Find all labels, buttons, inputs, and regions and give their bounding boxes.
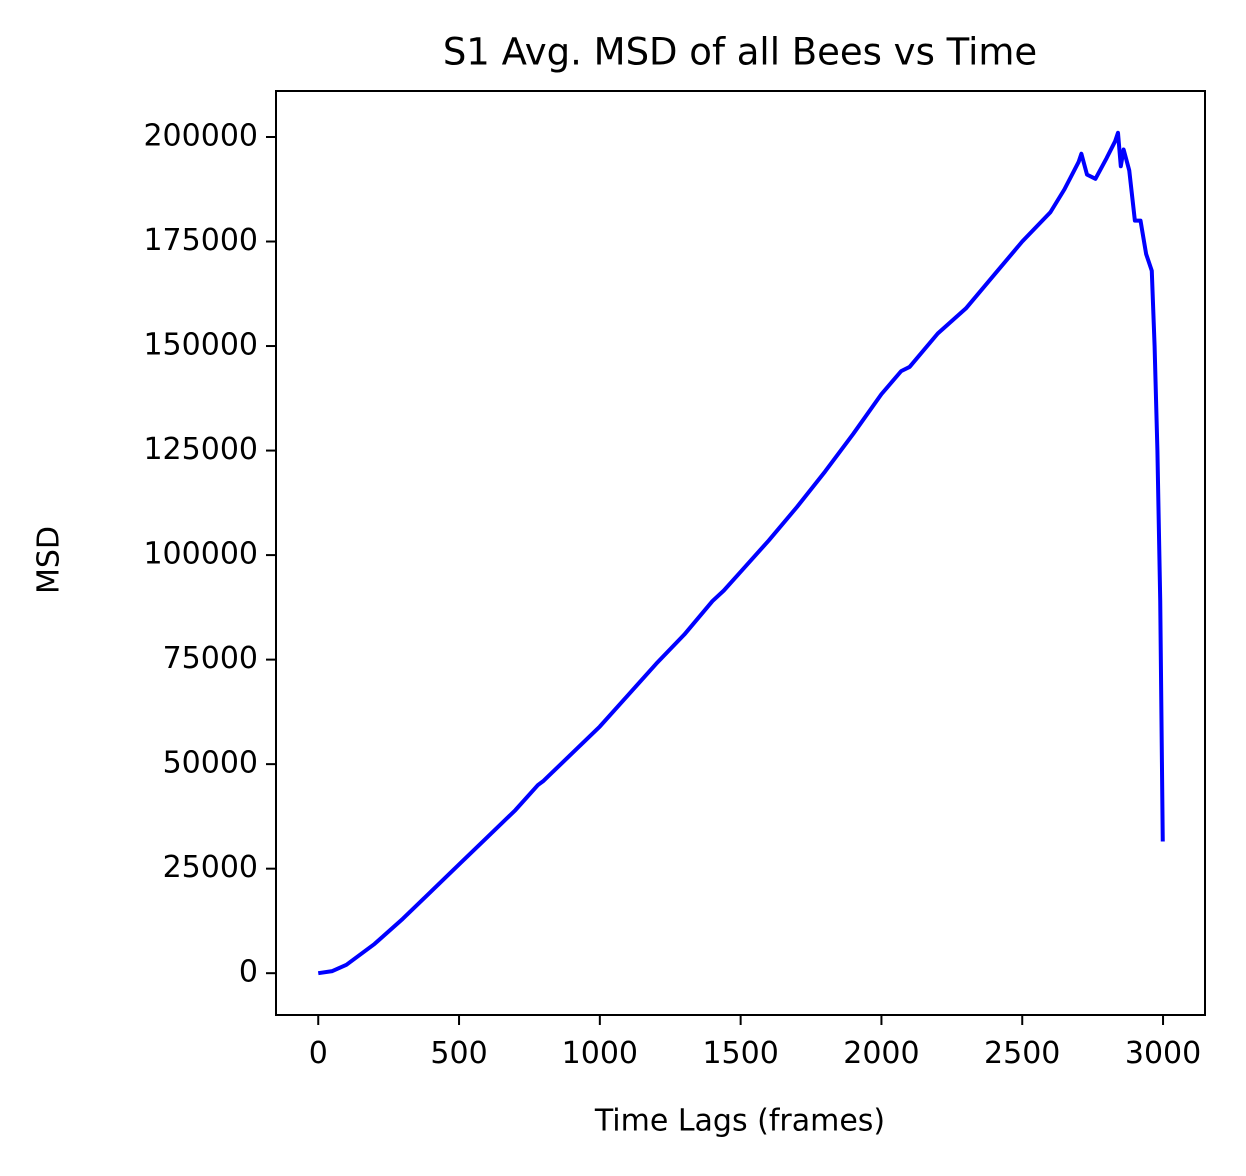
y-tick-label: 150000	[143, 328, 258, 363]
x-tick-label: 2000	[843, 1036, 919, 1071]
x-tick-label: 1500	[702, 1036, 778, 1071]
x-axis-label: Time Lags (frames)	[594, 1104, 885, 1139]
x-tick-label: 0	[309, 1036, 328, 1071]
x-tick-label: 3000	[1125, 1036, 1201, 1071]
line-series	[317, 130, 1165, 976]
x-tick-label: 1000	[562, 1036, 638, 1071]
y-tick-label: 0	[239, 955, 258, 990]
y-tick-label: 75000	[163, 641, 258, 676]
x-tick-label: 2500	[984, 1036, 1060, 1071]
y-tick-label: 50000	[163, 746, 258, 781]
chart-title: S1 Avg. MSD of all Bees vs Time	[443, 31, 1037, 74]
y-tick-label: 125000	[143, 432, 258, 467]
y-tick-label: 200000	[143, 118, 258, 153]
y-tick-label: 100000	[143, 537, 258, 572]
y-tick-label: 25000	[163, 850, 258, 885]
y-axis-label: MSD	[32, 526, 67, 594]
plot-frame	[275, 90, 1206, 1016]
y-tick-label: 175000	[143, 223, 258, 258]
x-tick-label: 500	[430, 1036, 487, 1071]
